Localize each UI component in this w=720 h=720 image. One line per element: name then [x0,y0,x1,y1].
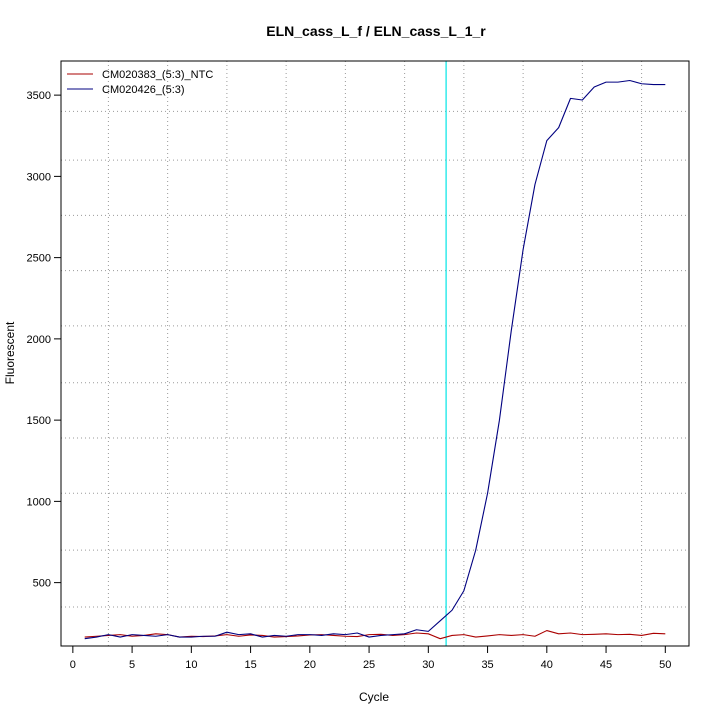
x-tick-label: 35 [481,659,493,671]
series-line-1 [84,630,666,640]
x-tick-label: 30 [422,659,434,671]
series-line-2 [84,79,666,640]
chart-title: ELN_cass_L_f / ELN_cass_L_1_r [266,23,486,39]
grid-lines [61,61,689,646]
y-axis: 500 1000 1500 2000 2500 3000 3500 [27,90,62,590]
series-lines [84,79,666,640]
plot-frame [60,60,690,647]
x-tick-label: 40 [541,659,553,671]
x-tick-label: 15 [244,659,256,671]
x-axis-label: Cycle [359,690,389,704]
y-axis-label: Fluorescent [3,321,17,384]
x-tick-label: 5 [129,659,135,671]
y-tick-label: 2000 [27,334,51,346]
x-axis: 0 5 10 15 20 25 30 35 40 45 50 [70,645,671,671]
legend-label-1: CM020383_(5:3)_NTC [102,69,213,81]
x-tick-label: 25 [363,659,375,671]
legend-label-2: CM020426_(5:3) [102,84,185,96]
x-tick-label: 50 [659,659,671,671]
y-tick-label: 500 [33,578,51,590]
y-tick-label: 3500 [27,90,51,102]
y-tick-label: 1000 [27,496,51,508]
y-tick-label: 2500 [27,253,51,265]
y-tick-label: 3000 [27,171,51,183]
x-tick-label: 45 [600,659,612,671]
x-tick-label: 0 [70,659,76,671]
y-tick-label: 1500 [27,415,51,427]
x-tick-label: 10 [185,659,197,671]
x-tick-label: 20 [304,659,316,671]
legend: CM020383_(5:3)_NTC CM020426_(5:3) [67,69,213,96]
